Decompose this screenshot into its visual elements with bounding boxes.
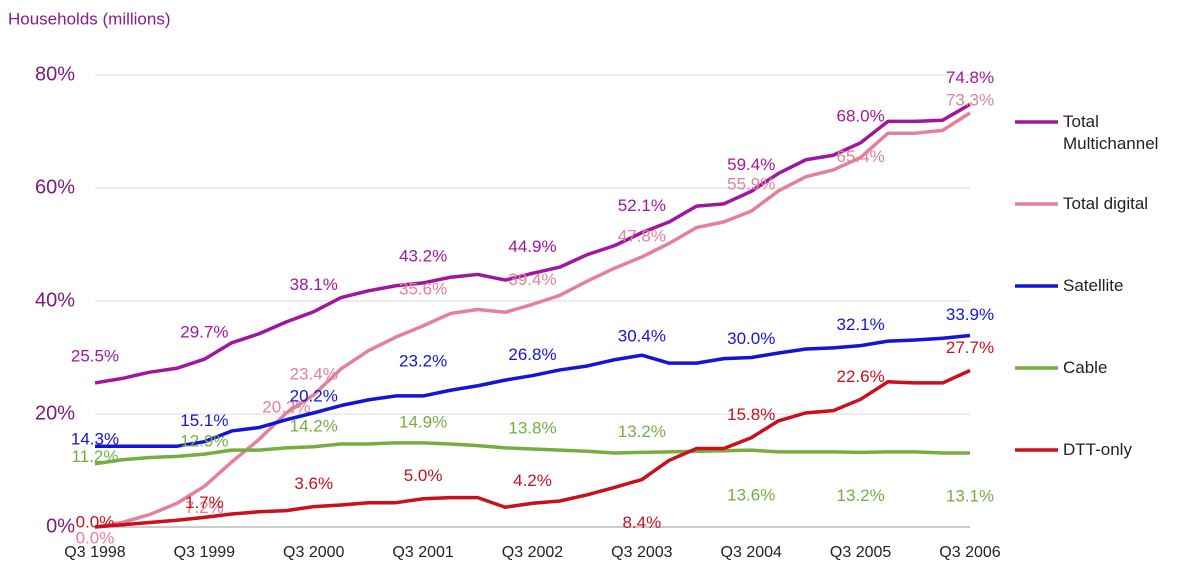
- data-label: 15.1%: [180, 411, 228, 430]
- x-tick-label: Q3 2005: [830, 544, 891, 561]
- x-tick-label: Q3 2006: [939, 544, 1000, 561]
- data-label: 12.9%: [180, 432, 228, 451]
- data-label: 74.8%: [946, 68, 994, 87]
- data-label: 68.0%: [837, 106, 885, 125]
- data-label: 11.2%: [72, 447, 119, 466]
- data-label: 23.4%: [290, 364, 338, 383]
- data-label: 4.2%: [513, 471, 552, 490]
- data-label: 55.9%: [727, 175, 775, 194]
- x-tick-label: Q3 2000: [283, 544, 344, 561]
- x-tick-label: Q3 2003: [611, 544, 672, 561]
- series-line: [94, 111, 971, 529]
- series-line: [94, 441, 970, 466]
- y-tick-label: 60%: [35, 176, 75, 198]
- data-label: 14.9%: [399, 412, 447, 431]
- data-label: 32.1%: [837, 315, 885, 334]
- series-line: [95, 333, 971, 448]
- legend-label: Cable: [1063, 358, 1108, 377]
- data-label: 13.2%: [837, 486, 885, 505]
- data-label: 7.2%: [185, 498, 224, 517]
- data-label: 3.6%: [294, 474, 333, 493]
- data-label: 14.3%: [71, 430, 119, 449]
- y-tick-label: 20%: [35, 402, 75, 424]
- data-label: 13.8%: [508, 419, 556, 438]
- data-label: 0.0%: [76, 528, 115, 547]
- data-label: 26.8%: [508, 345, 556, 364]
- data-label: 27.7%: [946, 338, 994, 357]
- data-label: 13.2%: [618, 422, 666, 441]
- legend-label: DTT-only: [1063, 440, 1132, 459]
- data-label: 5.0%: [404, 466, 443, 485]
- series-line: [94, 102, 971, 385]
- legend-label: Total Multichannel: [1063, 112, 1159, 153]
- data-label: 52.1%: [618, 196, 666, 215]
- data-label: 14.2%: [290, 416, 338, 435]
- data-label: 65.4%: [837, 147, 885, 166]
- y-axis-label: Households (millions): [8, 9, 171, 28]
- data-label: 1.7%: [185, 493, 224, 512]
- legend-label: Satellite: [1063, 276, 1124, 295]
- data-label: 0.0%: [76, 512, 115, 531]
- x-tick-label: Q3 1998: [64, 544, 125, 561]
- data-label: 38.1%: [290, 275, 338, 294]
- data-label: 43.2%: [399, 246, 447, 265]
- data-label: 30.0%: [727, 329, 775, 348]
- data-label: 22.6%: [837, 367, 885, 386]
- data-label: 13.1%: [946, 486, 994, 505]
- data-label: 25.5%: [71, 346, 119, 365]
- data-label: 73.3%: [946, 90, 994, 109]
- y-tick-label: 80%: [35, 63, 75, 85]
- data-label: 30.4%: [618, 327, 666, 346]
- data-label: 47.8%: [618, 226, 666, 245]
- data-label: 20.2%: [262, 397, 310, 416]
- x-tick-label: Q3 1999: [174, 544, 235, 561]
- data-label: 39.4%: [508, 270, 556, 289]
- x-tick-label: Q3 2001: [392, 544, 453, 561]
- y-tick-label: 40%: [35, 289, 75, 311]
- data-label: 29.7%: [180, 323, 228, 342]
- data-label: 15.8%: [727, 405, 775, 424]
- data-label: 35.6%: [399, 279, 447, 298]
- y-tick-label: 0%: [46, 515, 75, 537]
- data-label: 33.9%: [946, 305, 994, 324]
- data-label: 20.2%: [290, 386, 338, 405]
- data-label: 23.2%: [399, 351, 447, 370]
- series-line: [94, 368, 971, 529]
- data-label: 59.4%: [727, 155, 775, 174]
- x-tick-label: Q3 2002: [502, 544, 563, 561]
- data-label: 44.9%: [508, 237, 556, 256]
- x-tick-label: Q3 2004: [721, 544, 782, 561]
- legend-label: Total digital: [1063, 194, 1149, 213]
- data-label: 8.4%: [623, 513, 662, 532]
- data-label: 13.6%: [727, 486, 775, 505]
